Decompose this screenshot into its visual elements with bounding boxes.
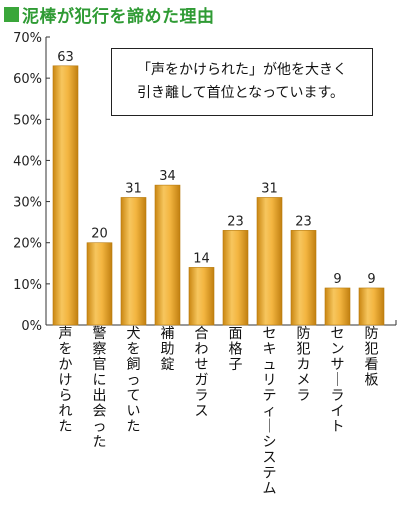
- bar-value-label: 9: [367, 272, 375, 287]
- bar-value-label: 14: [193, 251, 210, 266]
- bar-value-label: 31: [125, 181, 142, 196]
- bar-value-label: 63: [57, 50, 74, 65]
- x-tick-label: 警察官に出会った: [93, 326, 107, 451]
- y-tick-label: 40%: [13, 154, 42, 169]
- y-tick-label: 0%: [21, 319, 42, 334]
- x-tick-label: 合わせガラス: [195, 326, 209, 420]
- x-tick-label: セキュリティ｜システム: [263, 326, 277, 497]
- bar-value-label: 23: [295, 214, 312, 229]
- annotation-callout: 「声をかけられた」が他を大きく 引き離して首位となっています。: [111, 48, 373, 116]
- bar: [120, 197, 147, 326]
- bar: [256, 197, 283, 326]
- callout-text: 「声をかけられた」が他を大きく 引き離して首位となっています。: [137, 62, 347, 101]
- bars: [52, 65, 385, 326]
- y-tick-label: 50%: [13, 113, 42, 128]
- y-tick-label: 70%: [13, 31, 42, 46]
- chart-header: 泥棒が犯行を諦めた理由: [4, 2, 215, 27]
- bar: [154, 184, 181, 326]
- bar: [324, 287, 351, 326]
- x-tick-label: 補助錠: [161, 326, 175, 373]
- y-tick-label: 10%: [13, 278, 42, 293]
- bar: [188, 267, 215, 326]
- labels: 63 声をかけられた 20 警察官に出会った 31 犬を飼っていた 34 補助錠 14 合わせガラ…: [57, 50, 378, 497]
- bar: [86, 242, 113, 326]
- y-tick-label: 20%: [13, 237, 42, 252]
- bar-value-label: 9: [333, 272, 341, 287]
- bar: [52, 65, 79, 326]
- x-tick-label: 声をかけられた: [59, 326, 73, 435]
- bar: [358, 287, 385, 326]
- bar: [222, 230, 249, 326]
- green-square-icon: [4, 6, 19, 22]
- x-tick-label: センサ｜ライト: [331, 326, 345, 435]
- bar-value-label: 23: [227, 214, 244, 229]
- x-tick-label: 防犯カメラ: [297, 326, 311, 404]
- x-tick-label: 面格子: [229, 326, 243, 373]
- y-tick-label: 30%: [13, 196, 42, 211]
- bar-value-label: 34: [159, 169, 176, 184]
- y-tick-label: 60%: [13, 72, 42, 87]
- x-tick-label: 防犯看板: [365, 326, 379, 389]
- x-tick-label: 犬を飼っていた: [127, 326, 141, 435]
- bar: [290, 230, 317, 326]
- bar-value-label: 31: [261, 181, 278, 196]
- bar-value-label: 20: [91, 227, 108, 242]
- chart-title: 泥棒が犯行を諦めた理由: [22, 6, 215, 27]
